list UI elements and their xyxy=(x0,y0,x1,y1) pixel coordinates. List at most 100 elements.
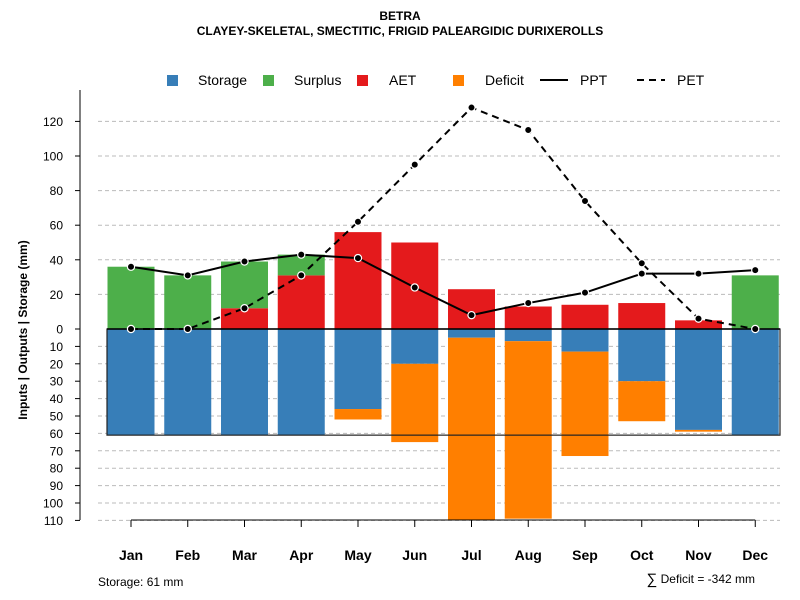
ppt-point xyxy=(297,250,306,259)
y-tick-label: 100 xyxy=(43,497,63,511)
y-tick-label: 0 xyxy=(56,323,63,337)
aet-bar xyxy=(618,303,666,329)
y-tick-label: 10 xyxy=(50,340,64,354)
storage-bar xyxy=(391,329,439,364)
storage-bar xyxy=(618,329,666,382)
y-tick-label: 70 xyxy=(50,444,64,458)
deficit-bar xyxy=(504,341,552,519)
y-tick-label: 100 xyxy=(43,150,63,164)
x-tick-label: Dec xyxy=(742,547,768,563)
storage-bar xyxy=(504,329,552,342)
surplus-bar xyxy=(221,261,268,309)
legend-swatch-surplus xyxy=(263,75,274,86)
deficit-bar xyxy=(448,337,495,521)
y-tick-label: 50 xyxy=(50,410,64,424)
pet-point xyxy=(240,304,249,313)
ppt-point xyxy=(751,265,760,275)
deficit-bar xyxy=(561,351,609,457)
bars xyxy=(106,232,781,521)
y-tick-label: 80 xyxy=(50,462,64,476)
legend-swatch-deficit xyxy=(453,75,464,86)
pet-point xyxy=(751,324,760,334)
x-tick-label: Sep xyxy=(572,547,598,563)
y-tick-label: 20 xyxy=(50,357,64,371)
storage-bar xyxy=(334,329,382,410)
legend-label-aet: AET xyxy=(389,72,417,88)
deficit-summary-text: Deficit = -342 mm xyxy=(660,572,755,586)
storage-summary: Storage: 61 mm xyxy=(98,575,184,589)
legend-label-pet: PET xyxy=(677,72,705,88)
y-tick-label: 30 xyxy=(50,375,64,389)
y-tick-label: 40 xyxy=(50,392,64,406)
ppt-point xyxy=(580,288,590,297)
surplus-bar xyxy=(164,275,212,329)
y-tick-label: 90 xyxy=(50,479,64,493)
deficit-bar xyxy=(675,429,722,432)
storage-bar xyxy=(731,329,779,436)
x-tick-label: Jun xyxy=(402,547,427,563)
ppt-point xyxy=(410,283,419,292)
legend-swatch-aet xyxy=(357,75,368,86)
ppt-line xyxy=(130,253,756,317)
pet-point xyxy=(410,160,419,169)
y-tick-label: 60 xyxy=(50,427,64,441)
lines xyxy=(126,103,760,334)
aet-bar xyxy=(334,232,382,329)
pet-point xyxy=(580,196,590,206)
x-tick-label: Nov xyxy=(685,547,712,563)
x-tick-label: Jan xyxy=(119,547,143,563)
x-tick-label: Mar xyxy=(232,547,257,563)
pet-point xyxy=(694,314,703,323)
legend-label-surplus: Surplus xyxy=(294,72,341,88)
storage-bar xyxy=(675,329,722,430)
surplus-bar xyxy=(107,266,155,329)
aet-bar xyxy=(221,308,268,329)
y-tick-label: 40 xyxy=(50,253,64,267)
chart-subtitle: CLAYEY-SKELETAL, SMECTITIC, FRIGID PALEA… xyxy=(196,24,604,38)
aet-bar xyxy=(448,289,495,329)
ppt-point xyxy=(694,269,703,278)
pet-point xyxy=(297,271,306,280)
ppt-point xyxy=(240,257,249,266)
ppt-point xyxy=(126,262,136,271)
chart-title: BETRA xyxy=(379,9,421,23)
aet-bar xyxy=(561,304,609,329)
storage-bar xyxy=(448,329,495,338)
pet-point xyxy=(353,217,363,226)
surplus-bar xyxy=(731,275,779,329)
legend-swatch-storage xyxy=(167,75,178,86)
pet-point xyxy=(183,324,192,334)
storage-bar xyxy=(277,329,325,436)
legend: Storage Surplus AET Deficit PPT PET xyxy=(167,72,705,88)
ppt-point xyxy=(637,269,646,278)
x-tick-label: May xyxy=(344,547,371,563)
pet-point xyxy=(524,125,533,135)
sigma-symbol: ∑ xyxy=(646,571,658,588)
storage-bar xyxy=(561,329,609,352)
y-axis-label: Inputs | Outputs | Storage (mm) xyxy=(16,240,30,419)
axes: 0 20 40 60 80 100 120 10 20 30 40 50 60 70 80 90 100 110 I… xyxy=(16,90,768,563)
deficit-bar xyxy=(334,409,382,420)
x-tick-label: Apr xyxy=(289,547,314,563)
y-tick-label: 60 xyxy=(50,219,64,233)
legend-label-ppt: PPT xyxy=(580,72,608,88)
x-tick-label: Jul xyxy=(461,547,481,563)
y-tick-label: 110 xyxy=(44,514,63,528)
y-tick-label: 80 xyxy=(50,184,64,198)
storage-bar xyxy=(164,329,212,436)
pet-point xyxy=(637,259,646,268)
pet-point xyxy=(467,103,476,112)
deficit-summary: ∑ Deficit = -342 mm xyxy=(647,571,755,588)
ppt-point xyxy=(353,253,363,263)
aet-bar xyxy=(675,320,722,329)
legend-label-deficit: Deficit xyxy=(485,72,524,88)
deficit-bar xyxy=(618,381,666,422)
aet-bar xyxy=(504,306,552,329)
y-tick-label: 120 xyxy=(43,115,63,129)
x-tick-label: Feb xyxy=(175,547,200,563)
storage-bar xyxy=(221,329,268,436)
deficit-bar xyxy=(391,363,439,443)
x-tick-label: Oct xyxy=(630,547,654,563)
surplus-bar xyxy=(277,254,325,276)
